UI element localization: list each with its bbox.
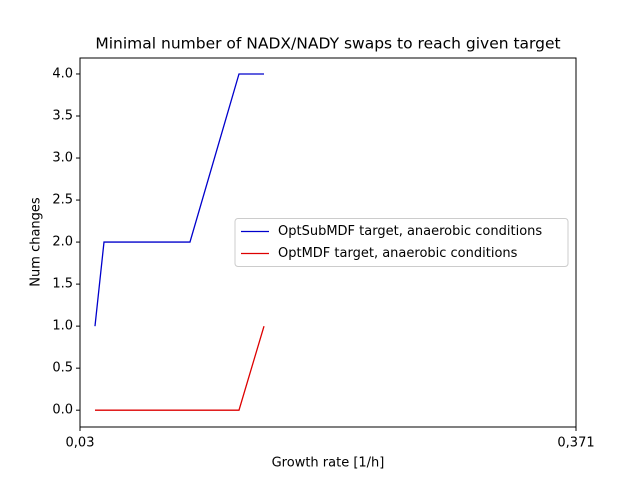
legend-box: [234, 218, 569, 267]
legend-label: OptSubMDF target, anaerobic conditions: [278, 224, 542, 239]
y-tick-label: 1.0: [52, 319, 73, 334]
chart-title: Minimal number of NADX/NADY swaps to rea…: [95, 35, 560, 53]
y-tick-label: 4.0: [52, 66, 73, 81]
plot-frame: [79, 57, 577, 428]
x-tick-label: 0,371: [557, 436, 594, 451]
legend-label: OptMDF target, anaerobic conditions: [278, 246, 518, 261]
line-series: [94, 73, 264, 327]
y-tick-label: 1.5: [52, 277, 73, 292]
y-tick-label: 3.0: [52, 151, 73, 166]
y-axis-label: Num changes: [29, 197, 44, 287]
x-tick-label: 0,03: [66, 436, 95, 451]
line-series: [94, 325, 265, 411]
y-tick-label: 0.5: [52, 361, 73, 376]
y-tick-label: 2.0: [52, 235, 73, 250]
y-tick-label: 0.0: [52, 403, 73, 418]
x-axis-label: Growth rate [1/h]: [272, 456, 385, 471]
y-tick-label: 2.5: [52, 193, 73, 208]
y-tick-label: 3.5: [52, 108, 73, 123]
